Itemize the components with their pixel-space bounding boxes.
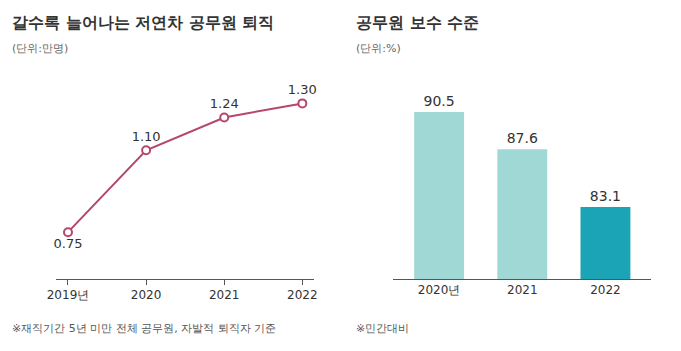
svg-text:2022: 2022 bbox=[590, 283, 621, 297]
svg-text:1.24: 1.24 bbox=[210, 96, 239, 111]
svg-text:1.30: 1.30 bbox=[288, 82, 317, 97]
svg-text:2021: 2021 bbox=[507, 283, 538, 297]
svg-text:갈수록 늘어나는 저연차 공무원 퇴직: 갈수록 늘어나는 저연차 공무원 퇴직 bbox=[12, 13, 274, 32]
svg-text:공무원 보수 수준: 공무원 보수 수준 bbox=[356, 13, 479, 32]
svg-text:2019년: 2019년 bbox=[47, 288, 90, 302]
svg-text:(단위:%): (단위:%) bbox=[356, 42, 401, 55]
svg-text:※민간대비: ※민간대비 bbox=[356, 322, 409, 335]
svg-text:2020: 2020 bbox=[131, 288, 162, 302]
svg-text:83.1: 83.1 bbox=[590, 188, 621, 204]
svg-text:87.6: 87.6 bbox=[507, 130, 538, 146]
svg-text:90.5: 90.5 bbox=[424, 93, 455, 109]
svg-text:(단위:만명): (단위:만명) bbox=[12, 42, 68, 55]
svg-text:※재직기간 5년 미만 전체 공무원, 자발적 퇴직자 기준: ※재직기간 5년 미만 전체 공무원, 자발적 퇴직자 기준 bbox=[12, 322, 276, 335]
svg-text:2020년: 2020년 bbox=[418, 283, 461, 297]
svg-text:0.75: 0.75 bbox=[54, 236, 83, 251]
svg-text:2021: 2021 bbox=[209, 288, 240, 302]
svg-text:2022: 2022 bbox=[287, 288, 318, 302]
svg-text:1.10: 1.10 bbox=[132, 129, 161, 144]
